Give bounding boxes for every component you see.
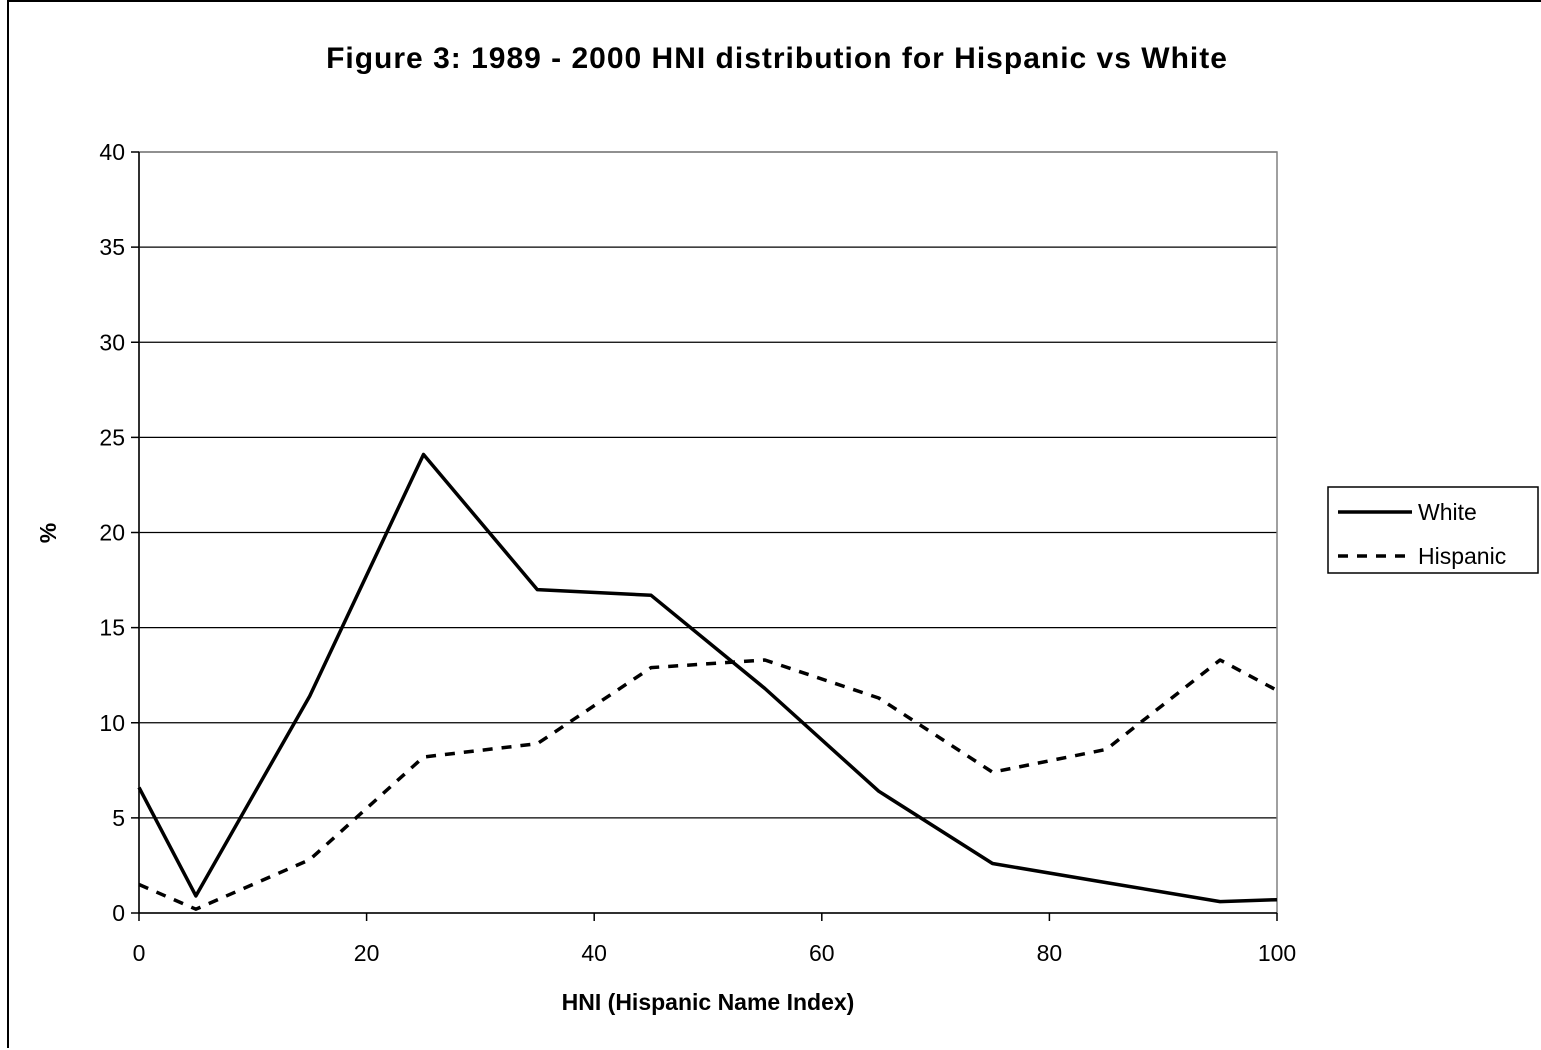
y-axis-title: % <box>35 523 61 543</box>
y-tick-label-35: 35 <box>99 234 125 260</box>
x-tick-label-40: 40 <box>581 940 607 966</box>
x-tick-label-80: 80 <box>1037 940 1063 966</box>
series-line-hispanic <box>138 658 1278 911</box>
y-tick-label-25: 25 <box>99 424 125 450</box>
x-tick-labels: 0 20 40 60 80 100 <box>133 940 1297 966</box>
x-tick-label-100: 100 <box>1258 940 1296 966</box>
y-tick-label-15: 15 <box>99 615 125 641</box>
legend: White Hispanic <box>1327 486 1539 574</box>
gridlines <box>139 151 1277 819</box>
series-line-white <box>137 452 1278 904</box>
series-lines <box>137 452 1278 911</box>
y-tick-label-5: 5 <box>112 805 125 831</box>
x-tick-label-20: 20 <box>354 940 380 966</box>
x-tick-label-60: 60 <box>809 940 835 966</box>
legend-label-hispanic: Hispanic <box>1418 543 1506 569</box>
x-tick-label-0: 0 <box>133 940 146 966</box>
legend-label-white: White <box>1418 499 1477 525</box>
y-tick-label-0: 0 <box>112 900 125 926</box>
axes <box>131 151 1278 921</box>
x-axis-title: HNI (Hispanic Name Index) <box>562 989 855 1015</box>
chart-title: Figure 3: 1989 - 2000 HNI distribution f… <box>326 42 1228 75</box>
chart-frame <box>7 0 1541 1048</box>
y-tick-label-30: 30 <box>99 329 125 355</box>
y-tick-label-40: 40 <box>99 139 125 165</box>
y-tick-label-10: 10 <box>99 710 125 736</box>
y-tick-label-20: 20 <box>99 520 125 546</box>
y-tick-labels: 0 5 10 15 20 25 30 35 40 <box>99 139 125 926</box>
legend-box <box>1327 486 1539 574</box>
